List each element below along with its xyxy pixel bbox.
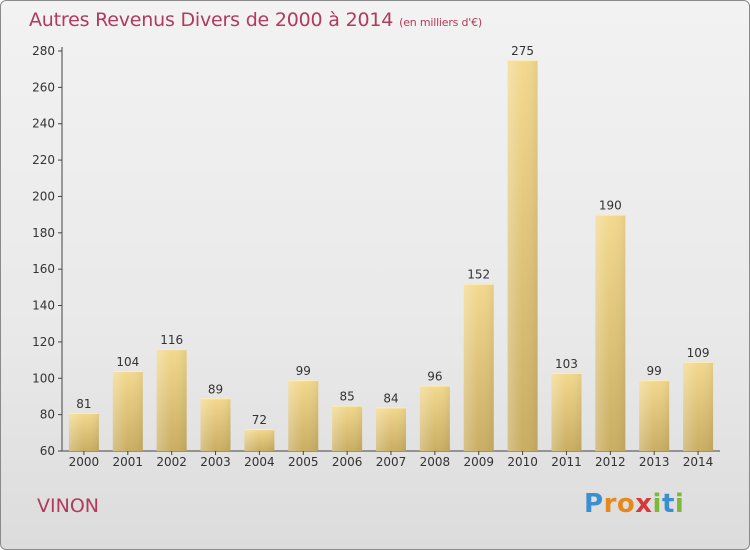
bar-shade xyxy=(244,429,275,451)
x-tick-label: 2005 xyxy=(288,455,319,469)
labels-group: 81 2000 104 2001 116 2002 89 2003 72 2004 99 2005 85… xyxy=(69,44,714,469)
bar-shade xyxy=(507,60,538,451)
x-tick-label: 2006 xyxy=(332,455,363,469)
chart-subtitle: (en milliers d'€) xyxy=(399,16,483,29)
bar-shade xyxy=(332,405,363,451)
y-tick-label: 100 xyxy=(32,371,55,385)
chart-title: Autres Revenus Divers de 2000 à 2014 (en … xyxy=(29,9,482,31)
logo-letter: o xyxy=(616,489,636,519)
bar-shade xyxy=(551,372,582,451)
bar-shade xyxy=(595,214,626,451)
value-label: 89 xyxy=(208,382,223,396)
x-tick-label: 2011 xyxy=(551,455,582,469)
value-label: 81 xyxy=(76,397,91,411)
y-tick-label: 220 xyxy=(32,153,55,167)
y-tick-label: 140 xyxy=(32,299,55,313)
y-tick-label: 120 xyxy=(32,335,55,349)
value-label: 152 xyxy=(467,268,490,282)
logo-letter: P xyxy=(584,489,604,519)
y-tick-label: 180 xyxy=(32,226,55,240)
bar-shade xyxy=(639,380,670,451)
x-tick-label: 2014 xyxy=(683,455,714,469)
logo-letter: r xyxy=(603,489,617,519)
value-label: 103 xyxy=(555,357,578,371)
x-tick-label: 2004 xyxy=(244,455,275,469)
y-tick-label: 160 xyxy=(32,262,55,276)
logo-letter: x xyxy=(635,489,653,519)
x-tick-label: 2009 xyxy=(463,455,494,469)
value-label: 84 xyxy=(383,391,398,405)
bar-shade xyxy=(68,412,99,451)
logo-letter: t xyxy=(661,489,675,519)
proxiti-logo: Proxiti xyxy=(584,489,684,519)
value-label: 72 xyxy=(252,413,267,427)
x-tick-label: 2000 xyxy=(69,455,100,469)
bar-shade xyxy=(683,361,714,451)
bar-shade xyxy=(288,380,319,451)
x-tick-label: 2007 xyxy=(376,455,407,469)
y-tick-label: 80 xyxy=(40,408,55,422)
x-tick-label: 2008 xyxy=(420,455,451,469)
value-label: 96 xyxy=(427,370,442,384)
bar-shade xyxy=(376,407,406,451)
bars-group xyxy=(68,60,714,451)
bar-shade xyxy=(419,385,450,451)
x-tick-label: 2001 xyxy=(113,455,144,469)
y-tick-label: 200 xyxy=(32,189,55,203)
logo-letter: i xyxy=(674,489,685,519)
x-tick-label: 2003 xyxy=(200,455,231,469)
bar-shade xyxy=(463,283,494,451)
title-text: Autres Revenus Divers de 2000 à 2014 xyxy=(29,9,394,31)
y-tick-label: 240 xyxy=(32,117,55,131)
value-label: 104 xyxy=(116,355,139,369)
y-tick-label: 280 xyxy=(32,44,55,58)
logo-letter: i xyxy=(652,489,662,519)
bar-shade xyxy=(156,349,187,451)
x-tick-label: 2002 xyxy=(156,455,187,469)
x-tick-label: 2010 xyxy=(507,455,538,469)
value-label: 99 xyxy=(296,364,311,378)
value-label: 109 xyxy=(687,346,710,360)
x-tick-label: 2012 xyxy=(595,455,626,469)
bar-shade xyxy=(112,371,143,451)
value-label: 116 xyxy=(160,333,183,347)
bar-shade xyxy=(200,398,231,451)
value-label: 190 xyxy=(599,199,622,213)
city-name: VINON xyxy=(37,495,99,517)
value-label: 85 xyxy=(339,390,354,404)
value-label: 275 xyxy=(511,44,534,58)
y-tick-label: 60 xyxy=(40,444,55,458)
value-label: 99 xyxy=(647,364,662,378)
x-tick-label: 2013 xyxy=(639,455,670,469)
y-tick-label: 260 xyxy=(32,80,55,94)
